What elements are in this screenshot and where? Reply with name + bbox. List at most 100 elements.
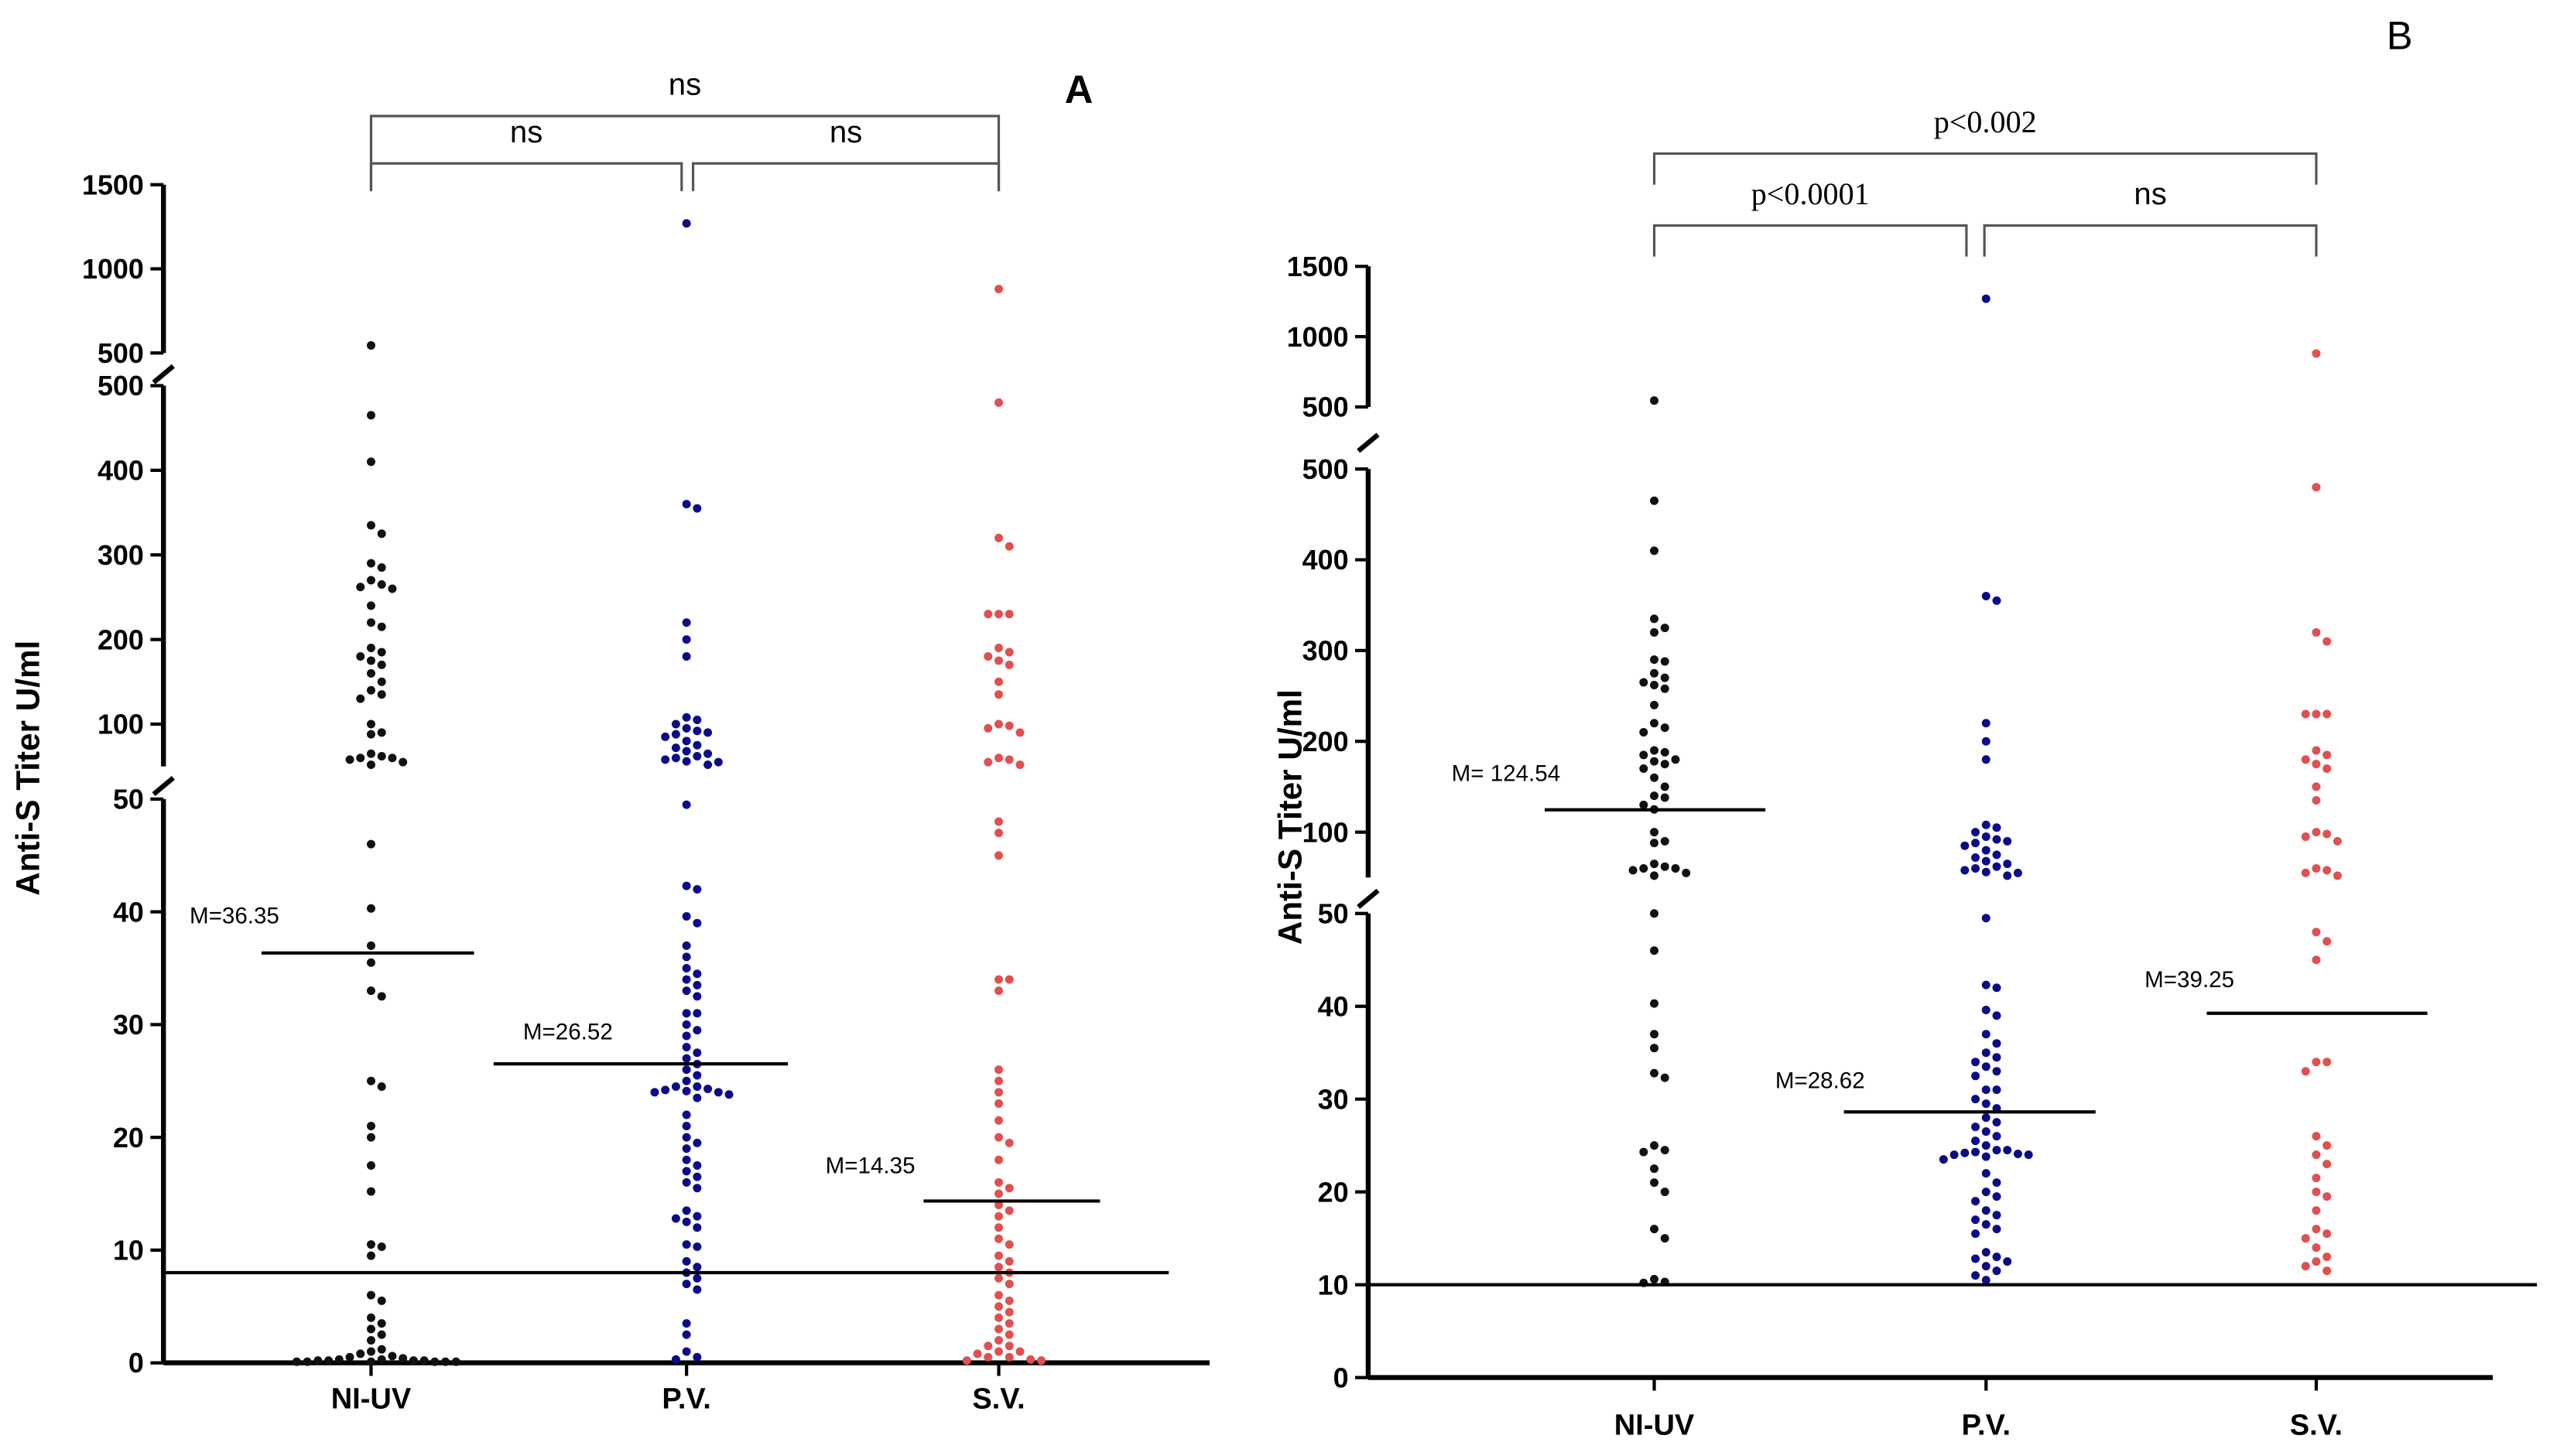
data-point-pv xyxy=(1992,1067,2001,1076)
data-point-niuv xyxy=(1650,546,1659,555)
data-point-niuv xyxy=(377,1330,386,1339)
data-point-pv xyxy=(1992,850,2001,860)
data-point-pv xyxy=(682,881,691,890)
data-point-niuv xyxy=(1650,681,1659,689)
data-point-pv xyxy=(693,1161,702,1171)
data-point-pv xyxy=(682,963,691,972)
data-point-sv xyxy=(2301,832,2310,841)
data-point-niuv xyxy=(1639,764,1648,773)
data-point-niuv xyxy=(366,839,375,849)
data-point-pv xyxy=(714,757,723,767)
data-point-pv xyxy=(1939,1155,1948,1164)
data-point-sv xyxy=(994,829,1004,838)
data-point-pv xyxy=(1981,592,1990,600)
panel-b: 0 10 20 30 40 50 100 200 300 400 500 500 1000 1500 NI-… xyxy=(1272,13,2538,1442)
data-point-pv xyxy=(1971,1254,1980,1263)
y-tick-label: 200 xyxy=(98,624,144,655)
x-tick-label: P.V. xyxy=(1962,1410,2011,1442)
mean-label: M=28.62 xyxy=(1775,1068,1865,1094)
y-tick-label: 30 xyxy=(1318,1084,1349,1115)
data-point-sv xyxy=(994,398,1004,407)
data-point-pv xyxy=(693,1184,702,1193)
data-point-niuv xyxy=(441,1357,450,1366)
data-point-pv xyxy=(693,504,702,513)
data-point-sv xyxy=(2322,764,2332,773)
data-point-pv xyxy=(1949,1150,1959,1160)
data-point-pv xyxy=(682,1167,691,1176)
data-point-pv xyxy=(1981,980,1990,989)
x-tick-label: S.V. xyxy=(972,1383,1025,1416)
data-point-sv xyxy=(2322,1141,2332,1150)
data-point-niuv xyxy=(377,1082,386,1092)
data-point-sv xyxy=(1005,1280,1014,1289)
data-point-niuv xyxy=(1650,839,1659,848)
data-point-sv xyxy=(2312,709,2321,719)
significance-label: ns xyxy=(510,114,543,149)
data-point-sv xyxy=(2322,1058,2332,1067)
significance-bracket xyxy=(1652,152,2318,185)
data-point-niuv xyxy=(366,340,375,350)
data-point-niuv xyxy=(366,958,375,967)
data-point-pv xyxy=(1971,828,1980,837)
data-point-niuv xyxy=(366,1240,375,1249)
data-point-niuv xyxy=(388,584,397,593)
data-point-niuv xyxy=(1660,760,1669,769)
y-axis-label: Anti-S Titer U/ml xyxy=(1272,689,1308,945)
data-point-sv xyxy=(994,1076,1004,1085)
data-point-sv xyxy=(994,1347,1004,1356)
data-point-pv xyxy=(1971,853,1980,862)
data-point-sv xyxy=(2322,1229,2332,1239)
data-point-sv xyxy=(2301,1234,2310,1243)
data-point-niuv xyxy=(366,644,375,653)
data-point-pv xyxy=(1992,1211,2001,1220)
data-point-niuv xyxy=(377,1345,386,1354)
data-point-pv xyxy=(1981,1099,1990,1109)
data-point-pv xyxy=(1971,1123,1980,1132)
data-point-niuv xyxy=(366,1161,375,1171)
data-point-sv xyxy=(1005,1342,1014,1351)
data-point-niuv xyxy=(409,1356,418,1365)
significance-label: p<0.0001 xyxy=(1751,176,1870,211)
data-point-niuv xyxy=(356,754,365,763)
data-point-sv xyxy=(984,723,993,733)
data-point-pv xyxy=(1971,1215,1980,1225)
data-point-pv xyxy=(1981,1152,1990,1161)
data-point-sv xyxy=(994,817,1004,826)
y-tick-label: 1500 xyxy=(1287,251,1349,282)
data-point-sv xyxy=(2333,836,2342,846)
data-point-niuv xyxy=(1650,746,1659,755)
mean-label: M=36.35 xyxy=(190,903,279,928)
data-point-pv xyxy=(1992,596,2001,605)
mean-label: M= 124.54 xyxy=(1452,761,1561,787)
data-point-sv xyxy=(1005,1296,1014,1305)
data-point-pv xyxy=(703,1084,713,1093)
mean-label: M=39.25 xyxy=(2144,967,2234,993)
data-point-niuv xyxy=(313,1356,323,1365)
data-point-sv xyxy=(2312,1225,2321,1234)
data-point-sv xyxy=(994,1099,1004,1108)
data-point-pv xyxy=(1981,737,1990,746)
data-point-sv xyxy=(1005,1184,1014,1193)
data-point-niuv xyxy=(1650,614,1659,624)
data-point-sv xyxy=(994,1324,1004,1334)
significance-bracket xyxy=(1652,224,1968,257)
axis-break-mark xyxy=(1357,432,1380,453)
data-point-niuv xyxy=(1650,1030,1659,1039)
data-point-sv xyxy=(2312,796,2321,805)
data-point-sv xyxy=(2322,1192,2332,1201)
data-point-pv xyxy=(1992,835,2001,844)
data-point-pv xyxy=(1981,846,1990,855)
y-tick-label: 20 xyxy=(1318,1177,1349,1208)
x-tick-label: P.V. xyxy=(662,1383,710,1416)
data-point-pv xyxy=(1981,1248,1990,1257)
data-point-niuv xyxy=(1660,836,1669,846)
data-point-pv xyxy=(1992,823,2001,832)
y-tick-label: 0 xyxy=(128,1348,144,1379)
data-point-pv xyxy=(1981,1062,1990,1071)
data-point-pv xyxy=(1981,1127,1990,1136)
data-point-sv xyxy=(2312,955,2321,965)
data-point-pv xyxy=(1981,832,1990,841)
data-point-sv xyxy=(2301,1262,2310,1271)
y-tick-label: 500 xyxy=(98,338,144,369)
